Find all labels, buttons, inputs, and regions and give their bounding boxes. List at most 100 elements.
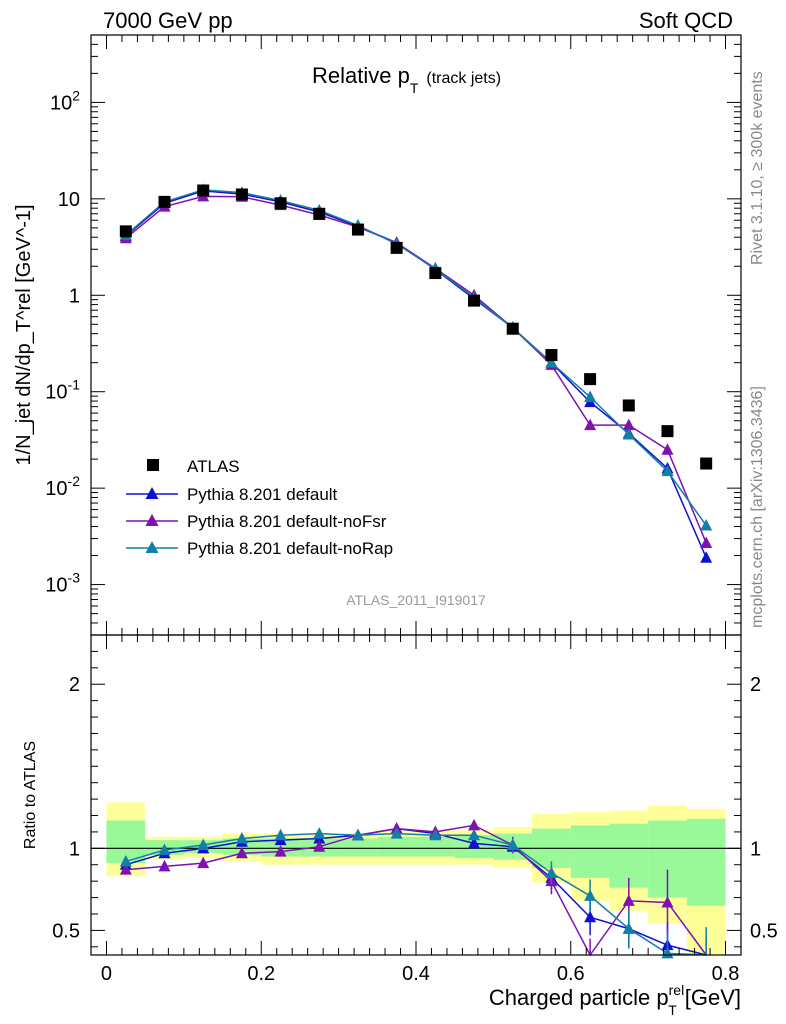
main-plot-area [119,183,713,563]
main-data-point [158,195,171,208]
main-data-point [584,373,597,386]
ratio-series-point [158,859,171,872]
ratio-series-point [351,828,364,841]
legend-label-atlas: ATLAS [187,457,240,476]
stat-band [686,818,726,906]
main-series-point [700,551,713,563]
legend-marker-nofsr [145,514,159,526]
ratio-ytick-label: 0.5 [52,920,80,942]
main-data-point [197,184,210,197]
main-data-point [429,267,442,280]
ratio-series-line [125,824,707,957]
main-ytick-label: 102 [50,87,80,114]
stat-band [570,825,610,878]
main-ytick-label: 10 [58,189,80,211]
ratio-xtick-label: 0.4 [402,963,430,985]
ratio-ylabel: Ratio to ATLAS [22,741,39,849]
stat-band [416,836,455,857]
ratio-series-point [197,838,210,851]
main-data-point [468,294,481,307]
legend-label-default: Pythia 8.201 default [187,485,338,504]
ratio-series-point [235,831,248,844]
ratio-series-point [584,889,597,901]
main-ytick-label: 10-1 [45,377,80,404]
ratio-series-point [158,843,171,855]
ratio-series-point [622,894,635,906]
ratio-plot-area [91,802,741,959]
ratio-series-point [468,818,481,831]
main-series-point [661,464,674,477]
main-ylabel: 1/N_jet dN/dp_T^rel [GeV^-1] [13,204,35,465]
main-series-point [700,518,713,531]
ratio-series-point [468,828,481,841]
ratio-series-point [235,846,248,859]
ratio-series-point [661,895,674,908]
legend-label-nofsr: Pythia 8.201 default-noFsr [187,512,387,531]
main-series-point [622,427,635,440]
ratio-series-point [313,840,326,852]
main-ytick-label: 10-3 [45,570,80,597]
main-ytick-label: 10-2 [45,473,80,500]
main-title: Relative pT (track jets) [312,63,501,96]
ratio-xlabel-tail: [GeV] [685,985,741,1010]
ratio-ytick-label: 2 [69,674,80,696]
ratio-series-point [274,845,287,857]
main-ticks [91,34,741,636]
ratio-series-line [125,827,707,956]
ratio-xtick-label: 0.8 [712,963,740,985]
ratio-ytick-label: 1 [69,838,80,860]
legend: ATLAS Pythia 8.201 default Pythia 8.201 … [126,457,393,558]
ratio-series-point [506,838,519,851]
ratio-ytick-label-right: 1 [750,838,761,860]
stat-band [338,838,378,857]
main-data-point [545,349,558,362]
ratio-ytick-labels: 0.5 0.5 1 1 2 2 [52,674,778,942]
analysis-watermark: ATLAS_2011_I919017 [346,592,486,608]
ratio-series-point [429,828,442,841]
ratio-xlabel-text: Charged particle p [489,985,669,1010]
rivet-label: Rivet 3.1.10, ≥ 300k events [749,71,766,265]
main-series-point [700,536,713,548]
main-data-point [313,207,326,220]
main-panel: 10-3 10-2 10-1 1 10 102 Relative pT (track jet… [13,34,742,636]
main-series-point [545,356,558,368]
main-data-point [235,188,248,201]
legend-label-norap: Pythia 8.201 default-noRap [187,539,393,558]
ratio-series-line [125,832,707,956]
ratio-xlabel-superscript: rel [669,982,685,998]
main-data-point [351,223,364,236]
legend-marker-atlas [147,459,159,471]
main-data-point [661,425,674,438]
ratio-xtick-label: 0.2 [247,963,275,985]
ratio-xlabel-subscript: T [668,1002,677,1018]
main-ytick-label: 1 [69,285,80,307]
ratio-series-point [390,827,403,839]
ratio-series-point [313,827,326,839]
main-title-text: Relative p [312,63,410,88]
mcplots-label: mcplots.cern.ch [arXiv:1306.3436] [749,386,766,628]
ratio-ytick-label-right: 2 [750,674,761,696]
main-data-point [274,197,287,210]
header-left-label: 7000 GeV pp [103,8,233,33]
main-title-subscript: T [410,80,419,96]
main-series-point [622,418,635,431]
ratio-series-point [545,866,558,878]
stat-band [377,836,416,857]
ratio-xtick-label: 0.6 [557,963,585,985]
main-series-point [661,443,674,455]
ratio-panel: 0.5 0.51 12 2 0 0.2 0.4 0.6 0.8 Ratio to ATLAS … [22,634,778,1018]
main-title-tail: (track jets) [426,70,501,87]
main-series-line [125,189,707,526]
main-ytick-labels: 10-3 10-2 10-1 1 10 102 [45,87,80,596]
ratio-series-point [274,828,287,841]
legend-marker-norap [145,541,159,553]
ratio-ytick-label-right: 0.5 [750,920,778,942]
header-right-label: Soft QCD [639,8,733,33]
main-data-point [119,225,132,238]
main-series-point [584,390,597,403]
ratio-series-point [622,922,635,934]
main-data-point [622,399,635,412]
ratio-xlabel: Charged particle prel T [GeV] [489,982,741,1018]
ratio-series-point [119,863,132,875]
